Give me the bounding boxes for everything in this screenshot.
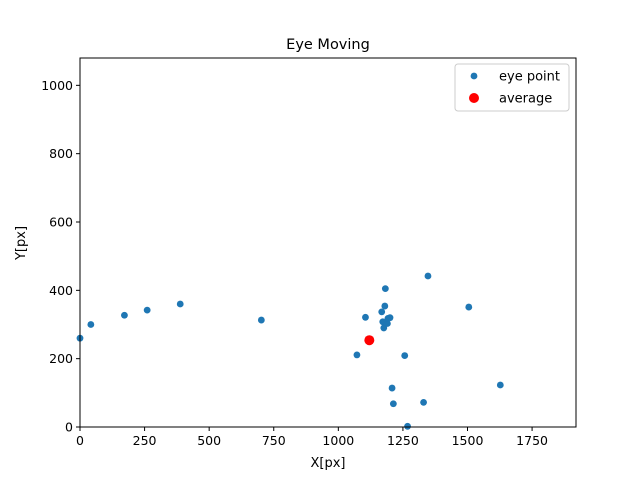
y-tick-label: 1000 [41,78,73,93]
legend: eye point average [454,63,570,112]
legend-box [454,63,570,112]
eye-point-marker [388,384,396,392]
x-tick-label: 1000 [322,433,354,448]
y-axis-label: Y[px] [14,226,29,261]
x-tick-label: 500 [197,433,221,448]
x-tick-label: 750 [262,433,286,448]
eye-point-marker [420,399,427,406]
y-tick-label: 800 [49,146,73,161]
y-tick-label: 400 [49,283,73,298]
y-tick-label: 600 [49,215,73,230]
eye-point-marker [404,422,411,430]
eye-point-marker [381,285,389,293]
eye-point-marker [465,303,473,311]
eye-point-marker [121,311,128,319]
legend-label: average [499,92,552,107]
eye-point-marker [381,302,389,310]
eye-point-marker [386,314,394,322]
x-tick-label: 0 [76,433,84,448]
plot-frame [79,57,577,428]
eye-point-marker [424,272,432,280]
legend-marker [469,93,479,103]
x-tick-label: 1750 [516,433,548,448]
eye-point-marker [378,308,386,316]
eye-point-marker [353,351,361,359]
chart-title: Eye Moving [286,37,370,53]
x-tick-label: 1500 [452,433,484,448]
legend-marker [470,72,478,80]
x-axis-label: X[px] [311,456,346,471]
y-tick-label: 0 [65,420,73,435]
x-tick-label: 1250 [387,433,419,448]
eye-point-marker [401,352,409,359]
y-tick-label: 200 [49,351,73,366]
eye-point-marker [384,320,391,327]
plot-area: 0 250 500 750 1000 1250 1500 1750 0 200 400 600 800 1… [41,57,577,448]
legend-label: eye point [499,70,560,85]
x-tick-label: 250 [133,433,157,448]
eye-point-marker [257,316,265,324]
eye-point-marker [143,306,151,314]
eye-point-marker [87,321,95,328]
average-point-marker [364,335,375,346]
eye-point-marker [496,381,504,389]
eye-point-marker [389,400,397,408]
eye-point-marker [362,313,369,321]
eye-point-marker [176,300,184,308]
